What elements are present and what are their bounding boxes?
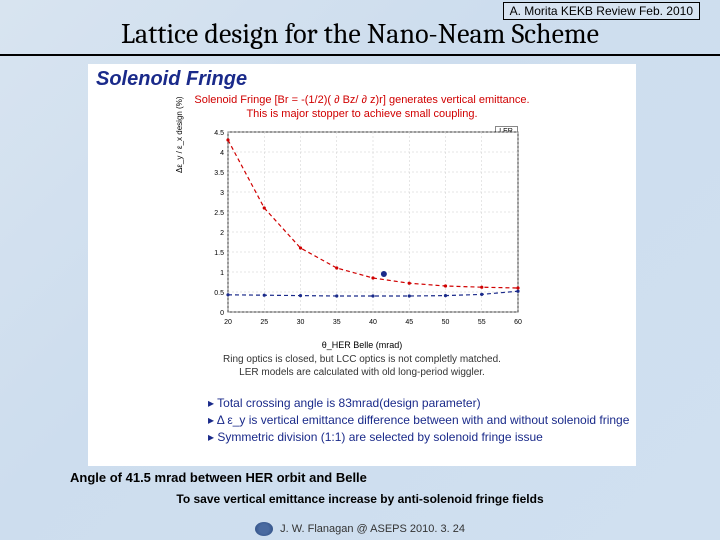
footer: J. W. Flanagan @ ASEPS 2010. 3. 24 <box>0 522 720 536</box>
svg-text:3.5: 3.5 <box>214 170 224 177</box>
bullet-1: Total crossing angle is 83mrad(design pa… <box>208 396 638 410</box>
emittance-chart: 20 25 30 35 40 45 50 55 60 0 0.5 1 1.5 2 2.5 3 3.5 4 4.5 <box>198 124 528 334</box>
panel-subtitle: Solenoid Fringe <box>96 68 247 91</box>
footer-logo-icon <box>255 522 273 536</box>
chart-caption-2: LER models are calculated with old long-… <box>88 367 636 378</box>
svg-text:50: 50 <box>442 319 450 326</box>
svg-text:1: 1 <box>220 270 224 277</box>
formula-line-1: Solenoid Fringe [Br = -(1/2)( ∂ Bz/ ∂ z)… <box>88 94 636 106</box>
svg-text:20: 20 <box>224 319 232 326</box>
svg-text:0.5: 0.5 <box>214 290 224 297</box>
save-note: To save vertical emittance increase by a… <box>0 492 720 506</box>
svg-text:30: 30 <box>297 319 305 326</box>
svg-text:1.5: 1.5 <box>214 250 224 257</box>
x-axis-label: θ_HER Belle (mrad) <box>88 340 636 350</box>
bullet-3: Symmetric division (1:1) are selected by… <box>208 430 638 444</box>
svg-text:0: 0 <box>220 310 224 317</box>
chart-caption-1: Ring optics is closed, but LCC optics is… <box>88 354 636 365</box>
bullet-2: Δ ε_y is vertical emittance difference b… <box>208 413 638 427</box>
formula-line-2: This is major stopper to achieve small c… <box>88 108 636 120</box>
angle-note: Angle of 41.5 mrad between HER orbit and… <box>70 470 367 485</box>
svg-text:25: 25 <box>260 319 268 326</box>
svg-text:35: 35 <box>333 319 341 326</box>
svg-text:55: 55 <box>478 319 486 326</box>
svg-text:40: 40 <box>369 319 377 326</box>
page-title: Lattice design for the Nano-Neam Scheme <box>0 18 720 56</box>
svg-text:3: 3 <box>220 190 224 197</box>
svg-text:4.5: 4.5 <box>214 130 224 137</box>
svg-text:45: 45 <box>405 319 413 326</box>
y-axis-label: Δε_y / ε_x design (%) <box>175 96 184 173</box>
svg-text:60: 60 <box>514 319 522 326</box>
content-panel: Solenoid Fringe Solenoid Fringe [Br = -(… <box>88 64 636 466</box>
slide: A. Morita KEKB Review Feb. 2010 Lattice … <box>0 0 720 540</box>
footer-text: J. W. Flanagan @ ASEPS 2010. 3. 24 <box>280 523 465 535</box>
bullet-list: Total crossing angle is 83mrad(design pa… <box>168 396 638 447</box>
svg-text:2.5: 2.5 <box>214 210 224 217</box>
svg-text:4: 4 <box>220 150 224 157</box>
svg-text:2: 2 <box>220 230 224 237</box>
